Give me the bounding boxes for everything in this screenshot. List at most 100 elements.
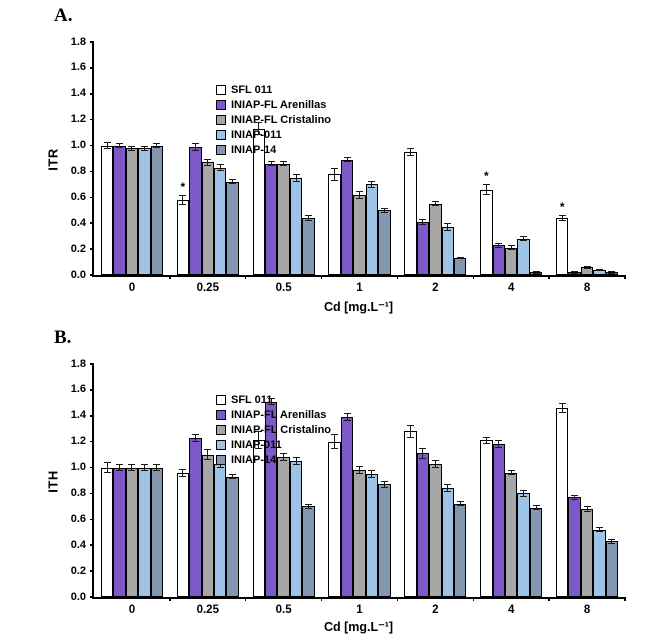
error-bar: [456, 256, 465, 260]
error-bar: [482, 184, 491, 195]
y-tick-label: 0.6: [70, 512, 86, 525]
bar-iniap-fl-cristalino: [201, 454, 214, 597]
x-tick-label: 0: [128, 604, 136, 616]
error-bar: [595, 268, 604, 272]
y-tick-mark: [90, 67, 94, 69]
panel-label-a: A.: [54, 5, 73, 26]
bar-iniap-14: [529, 507, 543, 597]
significance-asterisk: *: [559, 200, 565, 215]
bar-sfl-011: [176, 199, 190, 275]
x-tick-label: 2: [432, 282, 439, 294]
x-tick-mark: [244, 275, 247, 279]
error-bar: [494, 242, 503, 248]
x-tick-label: 0.5: [275, 604, 292, 616]
legend-item: INIAP-FL Cristalino: [216, 424, 331, 436]
bar-iniap-fl-arenillas: [340, 417, 354, 597]
x-tick-mark: [396, 275, 399, 279]
error-bar: [279, 161, 288, 167]
legend-label: INIAP-14: [231, 144, 277, 156]
legend-swatch: [216, 440, 226, 450]
bar-iniap-fl-cristalino: [429, 463, 442, 597]
y-tick-mark: [90, 144, 94, 147]
error-bar: [418, 219, 427, 225]
error-bar: [507, 245, 516, 251]
x-tick-label: 0.25: [196, 604, 219, 616]
x-tick-label: 2: [432, 604, 439, 616]
y-tick-label: 1.8: [70, 35, 86, 48]
y-tick-mark: [90, 544, 94, 546]
error-bar: [482, 436, 491, 445]
y-tick-label: 0.2: [70, 564, 86, 577]
error-bar: [191, 433, 200, 442]
legend-swatch: [216, 395, 226, 405]
y-tick-mark: [90, 389, 94, 391]
error-bar: [203, 449, 212, 460]
legend-label: INIAP-FL Arenillas: [231, 409, 327, 421]
error-bar: [406, 424, 415, 438]
bar-iniap-fl-arenillas: [416, 221, 430, 275]
error-bar: [267, 161, 276, 167]
legend-label: INIAP-011: [231, 129, 282, 141]
legend-label: INIAP-14: [231, 454, 277, 466]
x-tick-mark: [472, 597, 475, 601]
error-bar: [380, 207, 389, 213]
bar-iniap-14: [378, 210, 391, 275]
y-tick-mark: [90, 274, 94, 276]
bar-iniap-fl-arenillas: [492, 245, 505, 275]
y-tick-mark: [90, 222, 94, 224]
bar-iniap-14: [302, 218, 315, 275]
y-tick-mark: [90, 570, 94, 572]
legend-swatch: [216, 145, 226, 155]
legend-swatch: [216, 455, 226, 465]
bar-iniap-011: [365, 474, 379, 597]
error-bar: [532, 271, 541, 274]
y-tick-mark: [90, 93, 94, 95]
error-bar: [216, 163, 225, 172]
error-bar: [595, 527, 604, 533]
error-bar: [115, 463, 124, 472]
x-tick-label: 4: [508, 604, 515, 616]
y-tick-label: 1.2: [70, 113, 86, 126]
error-bar: [507, 470, 516, 476]
y-tick-label: 0.0: [70, 268, 86, 281]
error-bar: [607, 271, 616, 274]
error-bar: [191, 142, 200, 151]
bar-iniap-14: [226, 181, 239, 275]
bar-iniap-fl-cristalino: [125, 148, 139, 275]
error-bar: [583, 506, 592, 512]
y-tick-mark: [90, 118, 94, 121]
bar-sfl-011: [176, 472, 190, 597]
error-bar: [456, 501, 465, 507]
x-tick-mark: [472, 275, 475, 279]
x-tick-mark: [548, 275, 550, 279]
bar-iniap-fl-arenillas: [189, 146, 202, 275]
error-bar: [431, 201, 440, 207]
y-axis-title-a: ITR: [44, 42, 62, 277]
bar-sfl-011: [404, 431, 417, 597]
bar-iniap-14: [378, 484, 391, 597]
error-bar: [330, 167, 339, 181]
x-tick-mark: [548, 597, 550, 601]
bar-iniap-fl-arenillas: [113, 467, 126, 597]
bar-iniap-011: [365, 184, 379, 275]
legend-item: INIAP-FL Arenillas: [216, 409, 331, 421]
error-bar: [254, 431, 263, 450]
bar-sfl-011: [100, 145, 114, 275]
error-bar: [292, 457, 301, 465]
bar-iniap-011: [138, 148, 151, 275]
x-tick-mark: [320, 275, 323, 279]
x-axis-title-b: Cd [mg.L⁻¹]: [323, 620, 394, 634]
bar-iniap-011: [214, 167, 227, 275]
y-tick-mark: [90, 41, 94, 43]
legend-item: SFL 011: [216, 394, 331, 406]
bar-iniap-011: [138, 467, 151, 597]
bar-iniap-14: [226, 476, 239, 597]
x-tick-mark: [624, 275, 626, 279]
error-bar: [254, 122, 263, 136]
legend-swatch: [216, 130, 226, 140]
bar-iniap-fl-arenillas: [340, 159, 354, 275]
y-tick-label: 1.6: [70, 61, 86, 74]
error-bar: [519, 489, 528, 498]
y-tick-mark: [90, 596, 94, 598]
error-bar: [380, 480, 389, 489]
